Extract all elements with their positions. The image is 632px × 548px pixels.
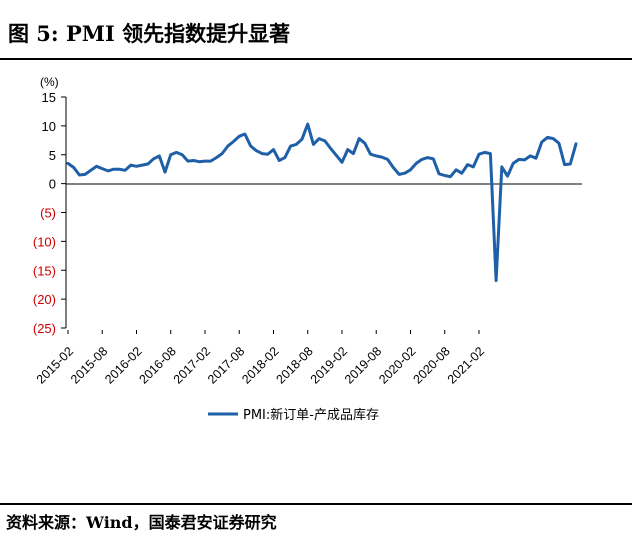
y-tick-label: (5) bbox=[40, 206, 56, 221]
y-unit-label: (%) bbox=[40, 75, 59, 89]
x-tick-label: 2016-08 bbox=[137, 344, 179, 386]
x-tick-label: 2020-08 bbox=[411, 344, 453, 386]
x-tick-label: 2017-08 bbox=[205, 344, 247, 386]
legend: PMI:新订单-产成品库存 bbox=[208, 407, 379, 423]
x-tick-label: 2018-02 bbox=[239, 344, 281, 386]
source-note: 资料来源：Wind，国泰君安证券研究 bbox=[6, 513, 277, 532]
y-tick-label: (25) bbox=[33, 321, 56, 336]
series-layer bbox=[66, 122, 578, 283]
figure-title: 图 5: PMI 领先指数提升显著 bbox=[8, 21, 291, 46]
series-line-pmi bbox=[66, 122, 578, 283]
y-tick-label: 0 bbox=[49, 177, 56, 192]
x-tick-label: 2021-02 bbox=[445, 344, 487, 386]
x-axis-ticks: 2015-022015-082016-022016-082017-022017-… bbox=[34, 330, 487, 387]
y-axis-ticks: 15 10 5 0 (5) (10) (15) (20) (25) bbox=[33, 90, 66, 336]
x-tick-label: 2016-02 bbox=[102, 344, 144, 386]
x-tick-label: 2015-02 bbox=[34, 344, 76, 386]
x-tick-label: 2019-02 bbox=[308, 344, 350, 386]
figure-header: 图 5: PMI 领先指数提升显著 bbox=[0, 0, 632, 60]
top-rule bbox=[0, 58, 632, 60]
y-tick-label: (10) bbox=[33, 234, 56, 249]
y-tick-label: (15) bbox=[33, 263, 56, 278]
legend-label: PMI:新订单-产成品库存 bbox=[243, 407, 379, 423]
y-tick-label: 5 bbox=[49, 148, 56, 163]
x-tick-label: 2017-02 bbox=[171, 344, 213, 386]
bottom-rule bbox=[0, 503, 632, 505]
x-tick-label: 2019-08 bbox=[342, 344, 384, 386]
y-tick-label: (20) bbox=[33, 292, 56, 307]
x-tick-label: 2018-08 bbox=[274, 344, 316, 386]
x-tick-label: 2020-02 bbox=[376, 344, 418, 386]
x-tick-label: 2015-08 bbox=[68, 344, 110, 386]
y-tick-label: 10 bbox=[42, 119, 56, 134]
y-tick-label: 15 bbox=[42, 90, 56, 105]
